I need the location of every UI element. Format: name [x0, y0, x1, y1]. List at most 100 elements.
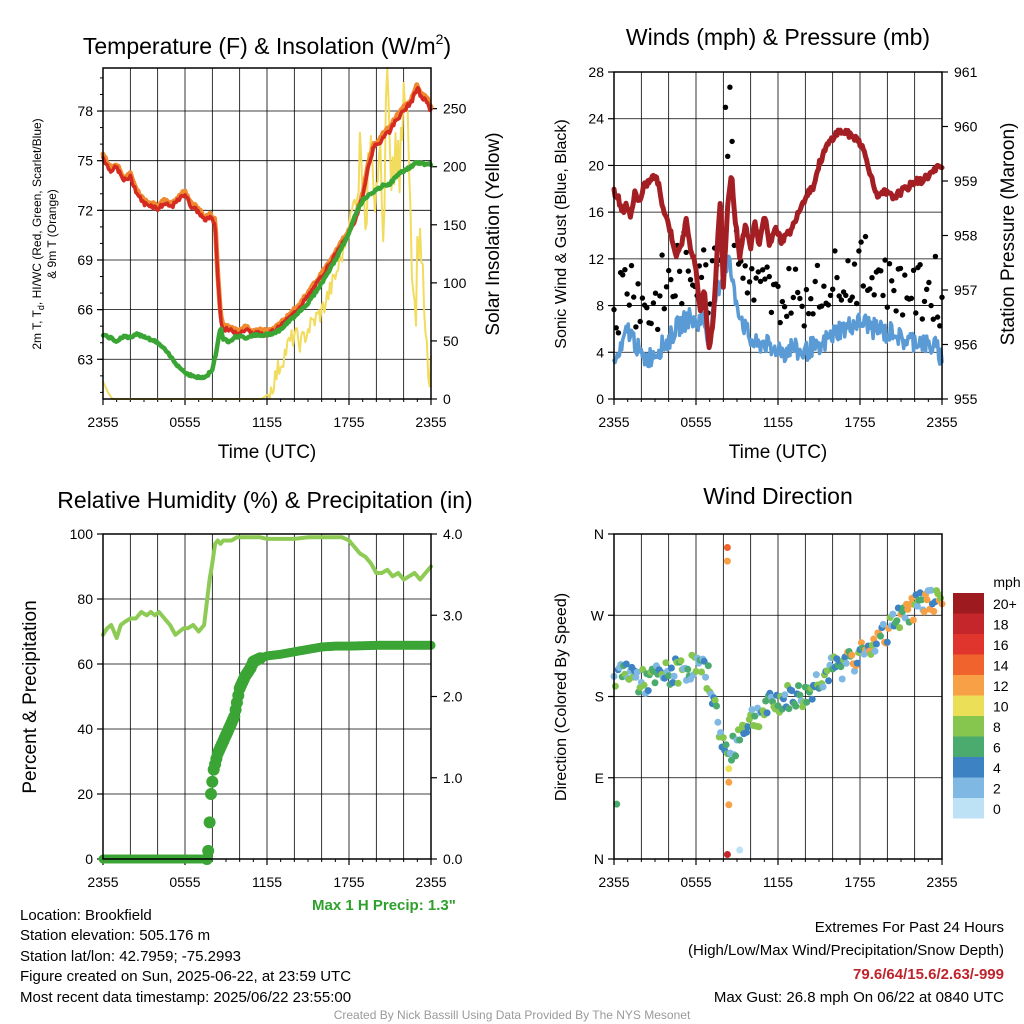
direction-point	[725, 778, 733, 786]
gust-point	[845, 258, 851, 264]
chart-title: Temperature (F) & Insolation (W/m2)	[83, 31, 451, 59]
y-tick-label: W	[591, 607, 605, 623]
wind-pressure-chart: 0 4 8 12 16 20 24 28 955 956 957 958 959 960 961 2355 05…	[553, 24, 1019, 463]
chart-title: Wind Direction	[703, 483, 853, 509]
y-tick-label: N	[594, 851, 604, 867]
x-tick-label: 2355	[415, 414, 446, 430]
gust-point	[843, 292, 849, 299]
gust-point	[668, 276, 674, 283]
y-tick-label: 78	[77, 103, 93, 119]
gust-point	[871, 292, 877, 298]
gust-point	[613, 325, 619, 331]
y2-tick-label: 961	[954, 64, 978, 80]
y-tick-label: 80	[77, 591, 93, 607]
gust-point	[676, 268, 683, 274]
direction-point	[920, 608, 928, 616]
gust-point	[884, 304, 890, 310]
direction-point	[842, 659, 850, 667]
direction-point	[857, 639, 865, 647]
direction-point	[838, 675, 846, 683]
y-tick-label: S	[595, 689, 604, 705]
y-label-part: 2m T, T	[30, 309, 44, 349]
latlon-text: Station lat/lon: 42.7959; -75.2993	[20, 948, 242, 965]
y2-tick-label: 955	[954, 391, 978, 407]
y-axis-label: 2m T, Td, HI/WC (Red, Green, Scarlet/Blu…	[30, 118, 46, 349]
y-tick-label: 69	[77, 252, 93, 268]
y2-tick-label: 0	[443, 391, 451, 407]
x-tick-label: 1155	[252, 874, 282, 890]
gust-point	[856, 248, 862, 254]
direction-point	[751, 712, 759, 720]
precip-point	[206, 775, 219, 788]
gust-point	[639, 295, 646, 301]
gust-point	[825, 302, 831, 308]
sonic-wind-line	[612, 254, 944, 369]
y2-axis-label: Station Pressure (Maroon)	[998, 123, 1019, 346]
legend-swatch	[953, 757, 984, 778]
direction-point	[825, 677, 833, 685]
x-tick-label: 2355	[598, 874, 629, 890]
gust-point	[869, 275, 875, 281]
x-tick-label: 1755	[844, 874, 875, 890]
legend-swatch	[953, 777, 984, 798]
legend-label: 16	[993, 637, 1009, 653]
humidity-precip-chart: 0 20 40 60 80 100 0.0 1.0 2.0 3.0 4.0 2355 0555 1155 1…	[20, 487, 473, 890]
direction-point	[722, 741, 730, 749]
legend-swatch	[953, 634, 984, 655]
gust-point	[722, 104, 729, 111]
y-tick-label: 100	[70, 526, 94, 542]
y-tick-label: 8	[596, 298, 604, 314]
gust-point	[867, 286, 873, 292]
gust-point	[753, 275, 759, 281]
gust-point	[910, 267, 917, 273]
y-axis-label: Sonic Wind & Gust (Blue, Black)	[553, 119, 570, 348]
gust-point	[622, 267, 628, 273]
gust-point	[757, 278, 764, 285]
y-tick-label: 72	[77, 202, 93, 218]
gust-point	[740, 275, 746, 281]
extremes-values: 79.6/64/15.6/2.63/-999	[853, 966, 1004, 983]
gust-point	[760, 267, 766, 273]
y-tick-label: 60	[77, 656, 93, 672]
direction-point	[736, 846, 744, 854]
direction-point	[723, 544, 731, 551]
y-tick-label: 20	[77, 786, 93, 802]
y2-tick-label: 200	[443, 159, 467, 175]
gust-point	[799, 303, 805, 309]
direction-point	[725, 765, 733, 773]
plot-border	[102, 67, 432, 400]
gust-point	[703, 262, 709, 268]
y-tick-label: 75	[77, 153, 93, 169]
direction-point	[677, 657, 685, 665]
gust-point	[624, 291, 630, 297]
gust-point	[803, 286, 810, 293]
gust-point	[764, 264, 770, 270]
gust-point	[766, 273, 772, 280]
y2-tick-label: 100	[443, 275, 467, 291]
elevation-text: Station elevation: 505.176 m	[20, 927, 211, 944]
y2-tick-label: 959	[954, 173, 978, 189]
gust-point	[934, 314, 941, 320]
gust-point	[729, 138, 735, 145]
precip-point	[203, 816, 216, 829]
direction-point	[853, 659, 861, 667]
gust-point	[928, 302, 934, 309]
y-tick-label: 28	[588, 64, 604, 80]
direction-point	[723, 851, 731, 858]
gust-point	[781, 304, 788, 310]
direction-point	[795, 682, 802, 690]
gust-point	[768, 309, 775, 316]
y-axis-label-line2: & 9m T (Orange)	[45, 189, 59, 279]
direction-point	[796, 691, 804, 699]
direction-point	[788, 687, 796, 695]
gust-point	[635, 281, 641, 287]
gust-point	[902, 272, 908, 278]
pressure-line	[611, 127, 945, 351]
legend-swatch	[953, 716, 984, 737]
direction-point	[711, 696, 719, 704]
direction-point	[927, 586, 935, 594]
gust-point	[707, 301, 713, 307]
direction-point	[803, 698, 811, 706]
y2-tick-label: 958	[954, 228, 978, 244]
gust-point	[932, 253, 939, 260]
